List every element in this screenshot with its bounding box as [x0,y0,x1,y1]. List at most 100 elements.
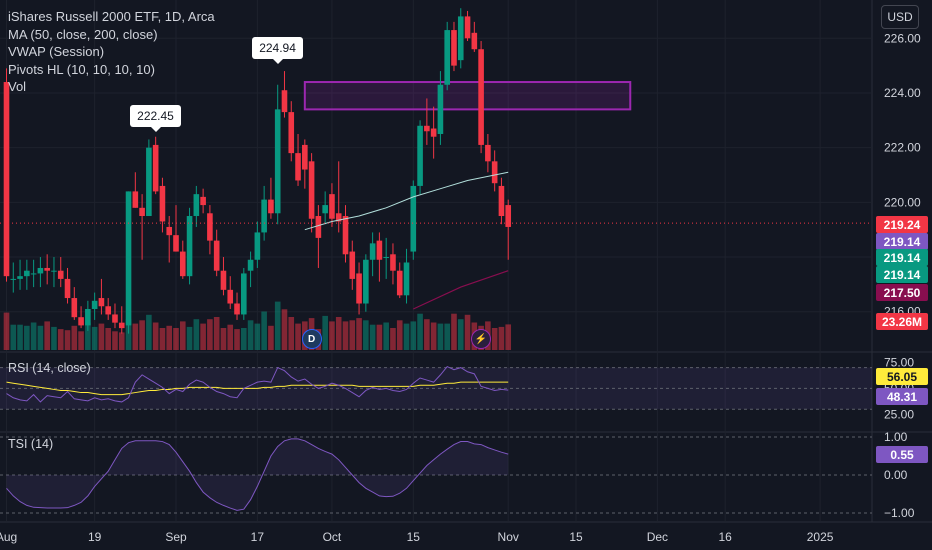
dividend-icon[interactable]: D [301,329,322,349]
candle-body [173,235,179,252]
candle-body [78,317,84,326]
time-tick-label: 19 [88,530,102,544]
indicator-vwap[interactable]: VWAP (Session) [8,44,105,59]
volume-bar [457,319,464,350]
candle-body [485,144,491,162]
indicator-ma[interactable]: MA (50, close, 200, close) [8,26,158,42]
candle-body [91,300,98,309]
price-tick-label: 224.00 [884,86,921,100]
candle-body [390,254,396,271]
candle-body [498,185,505,217]
candle-body [261,199,267,233]
volume-bar [193,319,200,350]
price-badge: 219.24 [876,216,928,233]
volume-bar [451,313,457,350]
candle-body [295,153,301,181]
volume-bar [57,329,64,350]
volume-bar [322,315,328,350]
volume-bar [64,330,71,350]
volume-bar [10,324,17,350]
price-badge: 219.14 [876,233,928,250]
tsi-pane-label[interactable]: TSI (14) [8,437,54,451]
resistance-box [303,81,632,111]
candle-body [132,191,139,208]
volume-bar [437,323,444,350]
time-tick-label: 16 [719,530,733,544]
volume-bar [424,319,430,350]
indicator-pivots[interactable]: Pivots HL (10, 10, 10, 10) [8,61,155,77]
volume-bar [44,321,50,350]
candle-body [10,278,17,280]
rsi-pane-label[interactable]: RSI (14, close) [8,361,91,375]
volume-bar [78,331,84,350]
pivot-high-callout: 222.45 [130,105,181,133]
candle-body [335,213,342,222]
candle-body [254,232,261,260]
candle-body [315,216,322,238]
candle-body [349,251,356,279]
volume-bar [227,324,234,350]
candle-body [207,213,213,241]
volume-bar [51,326,57,350]
candle-body [430,128,437,137]
time-tick-label: Dec [647,530,668,544]
tsi-tick-label: −1.00 [884,506,915,520]
time-tick-label: 17 [251,530,265,544]
price-badge: 219.14 [876,266,928,283]
time-tick-label: Aug [0,530,17,544]
volume-bar [342,321,349,350]
split-icon[interactable]: ⚡ [471,329,492,349]
candle-body [505,205,512,227]
volume-bar [37,325,44,350]
candle-body [241,273,247,315]
volume-bar [125,319,132,350]
candle-body [112,314,118,323]
candle-body [308,161,315,219]
candle-body [369,243,376,260]
volume-bar [288,317,295,350]
volume-bar [464,314,471,350]
volume-bar [234,329,240,350]
volume-bar [71,325,78,350]
indicator-volume[interactable]: Vol [8,79,27,94]
volume-bar [363,320,369,350]
candle-body [281,90,288,113]
candle-body [213,240,220,271]
candle-body [471,32,478,50]
volume-bar [295,323,301,350]
volume-bar [376,324,383,350]
candle-body [139,207,145,217]
volume-bar [24,325,30,350]
volume-bar [254,323,261,350]
symbol-title[interactable]: iShares Russell 2000 ETF, 1D, Arca [8,9,215,24]
time-tick-label: Oct [323,530,342,544]
candle-body [152,144,159,192]
candle-body [64,278,71,299]
candle-body [247,259,254,271]
time-tick-label: 15 [569,530,583,544]
candle-body [3,82,10,277]
tsi-tick-label: 0.00 [884,468,908,482]
vwap-line [413,270,509,310]
candle-body [444,30,450,85]
candle-body [457,16,464,61]
volume-bar [349,320,356,350]
candle-body [302,144,308,170]
volume-bar [335,317,342,350]
time-tick-label: Sep [165,530,187,544]
volume-bar [410,321,417,350]
volume-bar [498,326,505,350]
candle-body [322,205,328,214]
volume-bar [274,301,281,350]
ma-line [304,171,509,231]
currency-button[interactable]: USD [881,5,919,29]
volume-bar [17,324,23,350]
candle-body [159,185,166,222]
tsi-area [6,438,509,511]
candle-body [478,49,484,145]
time-tick-label: 15 [407,530,421,544]
volume-bar [186,326,193,350]
price-tick-label: 226.00 [884,31,921,45]
rsi-badge: 56.05 [876,368,928,386]
